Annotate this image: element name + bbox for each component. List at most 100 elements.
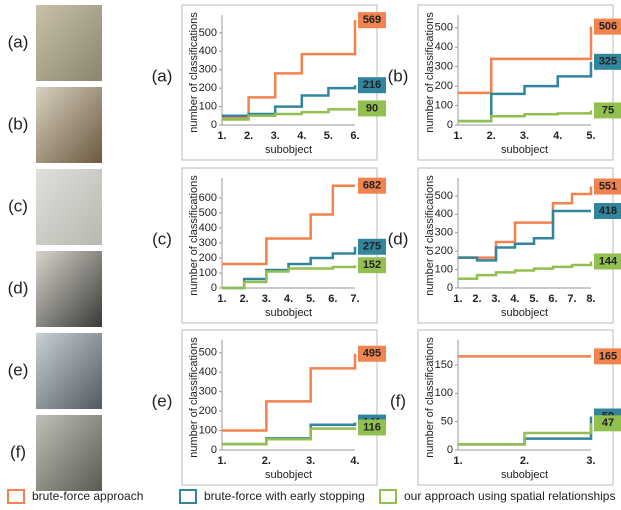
photo (36, 251, 102, 327)
step-line (222, 427, 357, 446)
x-tick-label: 1. (453, 293, 462, 305)
photo (36, 333, 102, 409)
y-tick-label: 500 (435, 190, 453, 202)
y-tick-label: 100 (199, 100, 217, 112)
panel-label: (c) (152, 229, 172, 248)
y-tick-label: 400 (199, 222, 217, 234)
y-axis-label: number of classifications (188, 12, 200, 133)
x-tick-label: 3. (262, 293, 271, 305)
y-axis-label: number of classifications (424, 175, 436, 296)
x-tick-label: 7. (567, 293, 576, 305)
value-label: 75 (602, 104, 614, 116)
value-label: 569 (363, 14, 381, 26)
value-label: 551 (599, 180, 617, 192)
x-tick-label: 2. (240, 293, 249, 305)
value-label-box (594, 178, 621, 195)
x-tick-label: 3. (586, 455, 595, 467)
photo-label: (d) (8, 278, 29, 297)
x-tick-label: 1. (453, 130, 462, 142)
value-label-box (594, 18, 621, 35)
legend-swatch (7, 489, 25, 504)
value-label: 47 (602, 417, 614, 429)
x-tick-label: 2. (262, 455, 271, 467)
y-tick-label: 0 (447, 444, 453, 456)
value-label-box (594, 415, 621, 432)
y-axis-label: number of classifications (424, 12, 436, 133)
x-tick-label: 3. (520, 130, 529, 142)
x-axis-label: subobject (265, 469, 312, 481)
x-tick-label: 6. (548, 293, 557, 305)
value-label-box (358, 257, 386, 274)
panel (417, 4, 614, 161)
y-tick-label: 0 (447, 282, 453, 294)
step-line (458, 61, 593, 123)
y-tick-label: 200 (199, 82, 217, 94)
y-tick-label: 200 (199, 252, 217, 264)
panel (181, 329, 378, 486)
y-tick-label: 100 (435, 387, 453, 399)
photo-label: (f) (10, 442, 26, 461)
x-tick-label: 4. (284, 293, 293, 305)
step-line (458, 209, 591, 262)
panel-label: (b) (388, 66, 409, 85)
y-tick-label: 400 (199, 45, 217, 57)
y-tick-label: 300 (199, 237, 217, 249)
value-label-box (358, 12, 386, 29)
step-line (222, 184, 355, 266)
value-label: 325 (599, 56, 617, 68)
step-line (222, 353, 357, 432)
value-label-box (358, 419, 386, 436)
x-tick-label: 5. (306, 293, 315, 305)
y-tick-label: 400 (435, 41, 453, 53)
y-tick-label: 400 (435, 208, 453, 220)
legend-label: brute-force with early stopping (204, 489, 365, 503)
value-label: 275 (363, 241, 381, 253)
y-tick-label: 100 (199, 424, 217, 436)
legend-swatch (379, 489, 397, 504)
y-tick-label: 500 (435, 22, 453, 34)
value-label: 144 (599, 255, 618, 267)
value-label: 506 (599, 21, 617, 33)
x-axis-label: subobject (265, 307, 312, 319)
y-axis-label: number of classifications (188, 337, 200, 458)
legend-swatch (179, 489, 197, 504)
y-tick-label: 0 (211, 119, 217, 131)
photo (36, 169, 102, 245)
y-tick-label: 400 (199, 366, 217, 378)
y-tick-label: 200 (435, 245, 453, 257)
y-tick-label: 200 (435, 80, 453, 92)
x-tick-label: 4. (510, 293, 519, 305)
value-label-box (358, 238, 386, 255)
x-tick-label: 6. (328, 293, 337, 305)
value-label-box (594, 102, 621, 119)
value-label-box (358, 345, 386, 362)
step-line (458, 423, 593, 446)
step-line (222, 265, 357, 290)
value-label-box (594, 53, 621, 70)
photo-label: (b) (8, 114, 29, 133)
y-axis-label: number of classifications (188, 175, 200, 296)
legend-label: our approach using spatial relationships (404, 489, 615, 503)
value-label: 165 (599, 350, 617, 362)
photo-label: (c) (8, 196, 28, 215)
value-label: 495 (363, 348, 381, 360)
value-label-box (594, 348, 621, 365)
y-tick-label: 100 (435, 99, 453, 111)
x-tick-label: 2. (520, 455, 529, 467)
y-tick-label: 500 (199, 347, 217, 359)
x-axis-label: subobject (501, 144, 548, 156)
y-axis-label: number of classifications (424, 337, 436, 458)
panel-label: (a) (152, 66, 173, 85)
x-tick-label: 2. (472, 293, 481, 305)
x-tick-label: 4. (553, 130, 562, 142)
value-label-box (358, 100, 386, 117)
x-tick-label: 5. (586, 130, 595, 142)
value-label: 418 (599, 205, 617, 217)
y-tick-label: 500 (199, 27, 217, 39)
panel (181, 167, 378, 324)
step-line (222, 108, 357, 121)
y-tick-label: 150 (435, 359, 453, 371)
x-axis-label: subobject (501, 469, 548, 481)
y-tick-label: 50 (441, 416, 453, 428)
